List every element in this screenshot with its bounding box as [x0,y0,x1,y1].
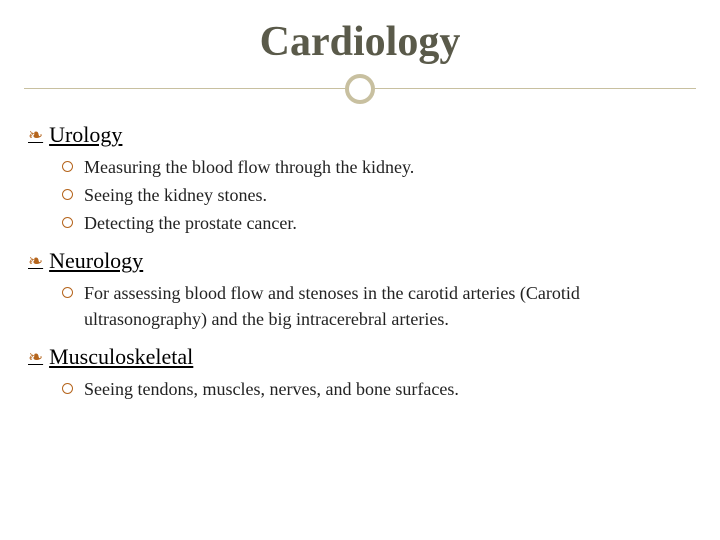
divider-circle-icon [345,74,375,104]
heading-label: Musculoskeletal [49,344,193,370]
heading-label: Urology [49,122,122,148]
slide: Cardiology ❧ Urology Measuring the blood… [0,0,720,540]
flourish-icon: ❧ [28,251,43,272]
title-divider [24,74,696,104]
list-item: Detecting the prostate cancer. [62,210,692,236]
bullet-list-urology: Measuring the blood flow through the kid… [28,154,692,236]
section-heading-neurology: ❧ Neurology [28,248,692,274]
list-item: For assessing blood flow and stenoses in… [62,280,692,332]
page-title: Cardiology [24,18,696,66]
bullet-list-musculoskeletal: Seeing tendons, muscles, nerves, and bon… [28,376,692,402]
list-item: Seeing tendons, muscles, nerves, and bon… [62,376,692,402]
section-heading-musculoskeletal: ❧ Musculoskeletal [28,344,692,370]
bullet-list-neurology: For assessing blood flow and stenoses in… [28,280,692,332]
flourish-icon: ❧ [28,125,43,146]
list-item: Seeing the kidney stones. [62,182,692,208]
list-item: Measuring the blood flow through the kid… [62,154,692,180]
content-area: ❧ Urology Measuring the blood flow throu… [24,122,696,403]
heading-label: Neurology [49,248,143,274]
flourish-icon: ❧ [28,347,43,368]
section-heading-urology: ❧ Urology [28,122,692,148]
